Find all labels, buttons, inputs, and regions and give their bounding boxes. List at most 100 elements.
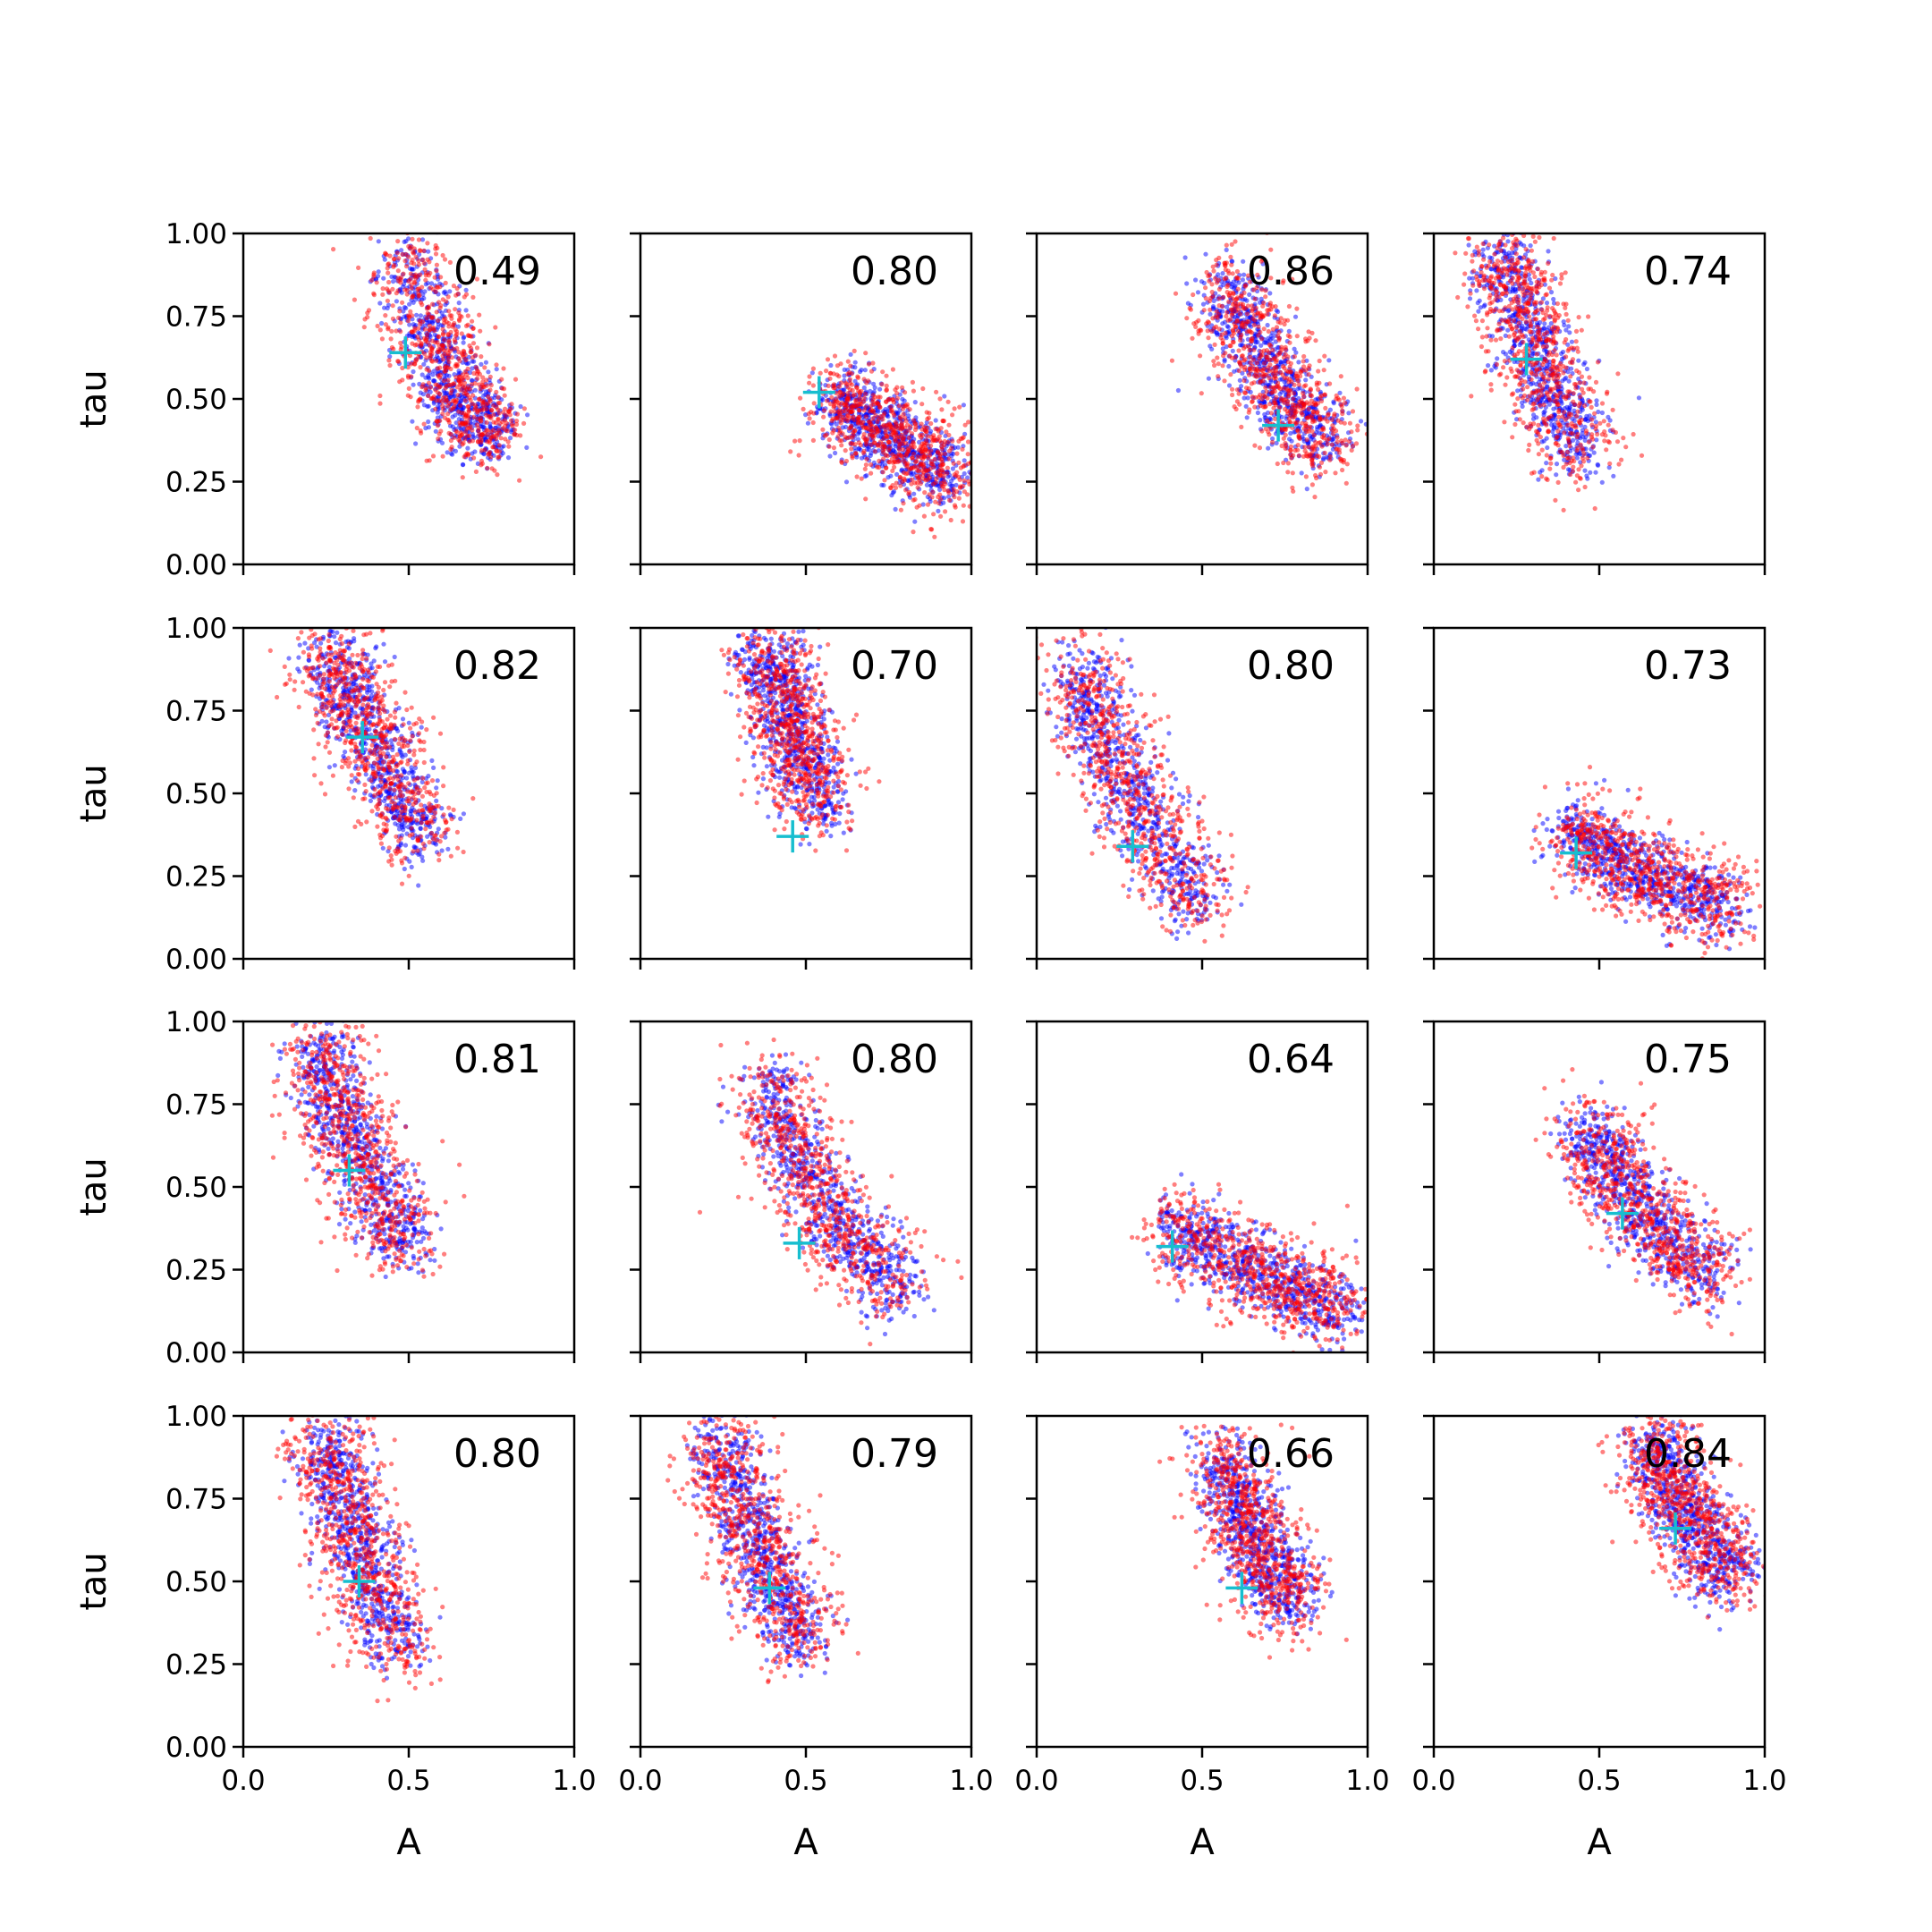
sample-point bbox=[445, 294, 451, 300]
sample-point bbox=[1567, 330, 1572, 335]
sample-point bbox=[410, 419, 415, 424]
sample-point bbox=[466, 360, 471, 366]
sample-point bbox=[1542, 321, 1547, 326]
sample-point bbox=[1376, 435, 1380, 439]
sample-point bbox=[920, 456, 926, 462]
sample-point bbox=[1236, 368, 1242, 374]
y-tick-label: 0.50 bbox=[165, 384, 227, 416]
sample-point bbox=[1347, 420, 1352, 426]
sample-point bbox=[390, 303, 395, 309]
panel-score: 0.86 bbox=[1247, 249, 1335, 294]
sample-point bbox=[448, 382, 453, 387]
sample-point bbox=[1513, 289, 1518, 294]
sample-point bbox=[835, 363, 841, 369]
sample-point bbox=[1279, 428, 1284, 433]
sample-point bbox=[1327, 381, 1333, 386]
sample-point bbox=[861, 408, 867, 413]
true-value-marker bbox=[802, 376, 835, 409]
sample-point bbox=[1306, 329, 1311, 335]
sample-point bbox=[869, 442, 874, 447]
sample-point bbox=[1230, 348, 1235, 353]
sample-point bbox=[1331, 401, 1336, 406]
sample-point bbox=[389, 328, 394, 334]
sample-point bbox=[956, 460, 962, 466]
sample-point bbox=[1237, 377, 1242, 383]
sample-point bbox=[900, 446, 906, 453]
sample-point bbox=[867, 432, 872, 437]
sample-point bbox=[897, 475, 903, 480]
sample-point bbox=[973, 420, 978, 425]
sample-point bbox=[1226, 299, 1232, 304]
sample-point bbox=[494, 367, 499, 372]
sample-point bbox=[382, 257, 387, 262]
sample-point bbox=[1309, 419, 1316, 425]
sample-point bbox=[514, 432, 520, 438]
sample-point bbox=[1252, 443, 1258, 448]
sample-point bbox=[424, 335, 429, 341]
sample-point bbox=[409, 260, 414, 266]
sample-point bbox=[1232, 369, 1237, 374]
sample-point bbox=[1268, 334, 1274, 339]
sample-point bbox=[1292, 354, 1297, 360]
sample-point bbox=[392, 275, 397, 280]
sample-point bbox=[403, 264, 410, 269]
sample-point bbox=[894, 471, 900, 478]
sample-point bbox=[1329, 417, 1335, 422]
sample-point bbox=[979, 473, 983, 478]
sample-point bbox=[1554, 472, 1559, 478]
true-value-marker bbox=[389, 336, 422, 369]
sample-point bbox=[376, 274, 381, 279]
sample-point bbox=[436, 373, 441, 378]
sample-point bbox=[1580, 430, 1585, 436]
sample-point bbox=[1534, 382, 1539, 387]
sample-point bbox=[950, 438, 955, 444]
sample-point bbox=[863, 414, 869, 419]
sample-point bbox=[1224, 314, 1229, 319]
sample-point bbox=[843, 380, 849, 386]
sample-point bbox=[1470, 275, 1476, 281]
sample-point bbox=[496, 449, 503, 454]
sample-point bbox=[490, 445, 496, 450]
sample-point bbox=[501, 386, 507, 392]
sample-point bbox=[1306, 372, 1311, 377]
sample-point bbox=[792, 438, 798, 444]
sample-point bbox=[828, 362, 834, 369]
sample-point bbox=[411, 322, 416, 327]
sample-point bbox=[854, 385, 860, 390]
sample-point bbox=[491, 412, 496, 418]
sample-point bbox=[419, 284, 425, 290]
sample-point bbox=[890, 468, 895, 474]
sample-point bbox=[879, 382, 885, 387]
sample-point bbox=[1544, 436, 1549, 441]
sample-point bbox=[425, 241, 430, 246]
sample-point bbox=[1324, 454, 1329, 460]
sample-point bbox=[460, 377, 465, 382]
sample-point bbox=[1220, 271, 1225, 276]
sample-point bbox=[1291, 415, 1296, 420]
sample-point bbox=[882, 478, 887, 483]
sample-point bbox=[1196, 331, 1201, 336]
sample-point bbox=[839, 401, 844, 406]
sample-point bbox=[1318, 440, 1323, 445]
y-axis-label: tau bbox=[73, 369, 114, 428]
sample-point bbox=[418, 313, 423, 318]
sample-point bbox=[1306, 406, 1311, 411]
sample-point bbox=[1592, 411, 1597, 416]
sample-point bbox=[436, 431, 442, 436]
sample-point bbox=[453, 361, 459, 367]
sample-point bbox=[826, 444, 832, 449]
sample-point bbox=[387, 253, 393, 258]
sample-point bbox=[1252, 318, 1258, 323]
sample-point bbox=[900, 426, 905, 431]
sample-point bbox=[1503, 333, 1508, 338]
sample-point bbox=[484, 377, 489, 383]
sample-point bbox=[912, 427, 918, 433]
sample-point bbox=[469, 350, 474, 355]
sample-point bbox=[1349, 447, 1354, 453]
sample-point bbox=[409, 374, 414, 379]
sample-point bbox=[835, 434, 841, 439]
sample-point bbox=[1312, 495, 1318, 500]
sample-point bbox=[1224, 275, 1229, 281]
sample-point bbox=[855, 415, 861, 420]
sample-point bbox=[1594, 402, 1599, 407]
